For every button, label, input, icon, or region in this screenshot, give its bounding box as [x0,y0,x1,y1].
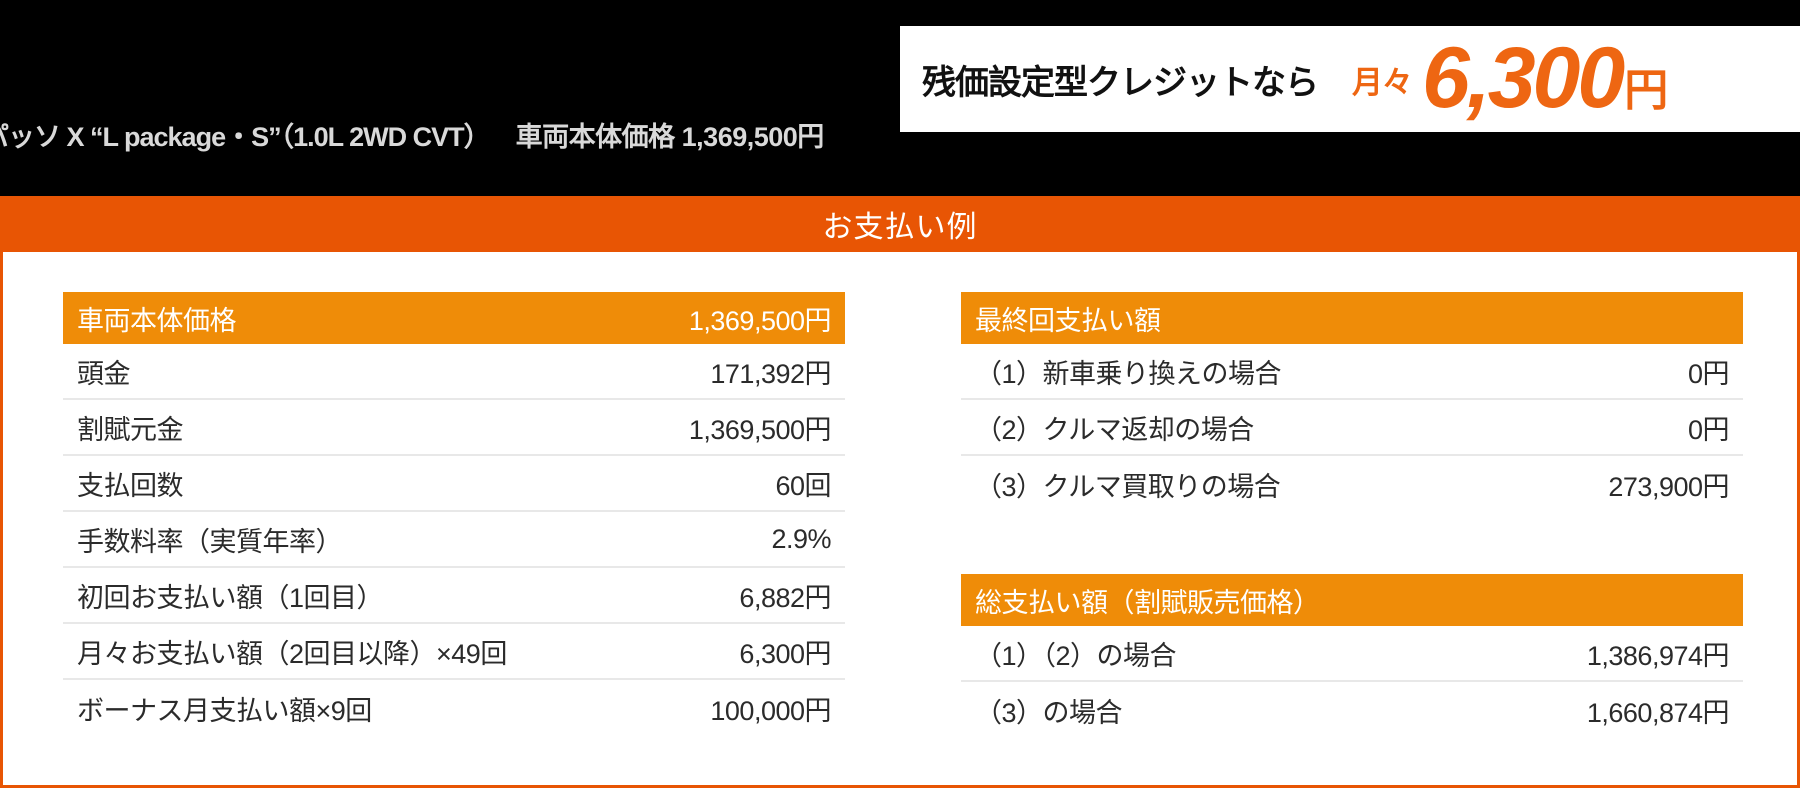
table-row: 頭金 171,392円 [63,344,845,400]
vehicle-price-table: 車両本体価格 1,369,500円 頭金 171,392円 割賦元金 1,369… [63,292,845,736]
table-header-value: 1,369,500円 [688,305,832,336]
row-value: 1,660,874円 [1586,697,1730,728]
badge-amount: 6,300 [1422,30,1625,127]
total-payment-table: 総支払い額（割賦販売価格） （1）（2）の場合 1,386,974円 （3）の場… [961,574,1743,738]
table-row: ボーナス月支払い額×9回 100,000円 [63,680,845,736]
row-value: 6,300円 [739,638,831,669]
final-payment-table: 最終回支払い額 （1）新車乗り換えの場合 0円 （2）クルマ返却の場合 0円 （… [961,292,1743,512]
table-row: （3）の場合 1,660,874円 [961,682,1743,738]
row-value: 171,392円 [710,358,831,389]
tables-columns: 車両本体価格 1,369,500円 頭金 171,392円 割賦元金 1,369… [3,252,1797,738]
vehicle-price-label: 車両本体価格 [515,122,676,152]
row-value: 100,000円 [710,695,831,726]
section-title: お支払い例 [822,211,978,244]
top-black-band: パッソ X “L package・S”（1.0L 2WD CVT） 車両本体価格 … [0,0,1800,196]
row-value: 1,386,974円 [1586,640,1730,671]
row-value: 1,369,500円 [688,414,832,445]
table-row: 手数料率（実質年率） 2.9% [63,512,845,568]
monthly-payment-badge: 残価設定型クレジットなら 月々 6,300 円 [900,26,1800,132]
badge-monthly-label: 月々 [1352,64,1413,100]
row-label: 初回お支払い額（1回目） [77,582,384,613]
table-row: 割賦元金 1,369,500円 [63,400,845,456]
row-value: 273,900円 [1608,471,1729,502]
vehicle-spec-line: パッソ X “L package・S”（1.0L 2WD CVT） 車両本体価格 … [0,115,824,154]
table-header-row: 車両本体価格 1,369,500円 [63,292,845,344]
badge-lead-text: 残価設定型クレジットなら [922,63,1319,102]
table-row: （1）（2）の場合 1,386,974円 [961,626,1743,682]
row-label: 支払回数 [77,470,184,501]
row-label: 月々お支払い額（2回目以降）×49回 [77,638,507,669]
vehicle-spec-name: パッソ X “L package・S”（1.0L 2WD CVT） [0,122,491,152]
table-header-label: 車両本体価格 [77,305,237,336]
row-label: （2）クルマ返却の場合 [975,414,1254,445]
row-value: 0円 [1687,414,1730,445]
right-column: 最終回支払い額 （1）新車乗り換えの場合 0円 （2）クルマ返却の場合 0円 （… [961,292,1743,738]
row-value: 6,882円 [739,582,831,613]
row-label: ボーナス月支払い額×9回 [77,695,372,726]
table-header-row: 総支払い額（割賦販売価格） [961,574,1743,626]
row-label: 頭金 [77,358,131,389]
section-title-bar: お支払い例 [0,196,1800,252]
table-header-label: 総支払い額（割賦販売価格） [975,587,1320,618]
table-row: （2）クルマ返却の場合 0円 [961,400,1743,456]
left-column: 車両本体価格 1,369,500円 頭金 171,392円 割賦元金 1,369… [63,292,845,738]
row-value: 60回 [775,470,831,501]
row-value: 2.9% [771,523,831,554]
row-value: 0円 [1687,358,1730,389]
row-label: （1）新車乗り換えの場合 [975,358,1282,389]
table-row: 月々お支払い額（2回目以降）×49回 6,300円 [63,624,845,680]
badge-currency: 円 [1624,66,1668,115]
table-header-label: 最終回支払い額 [975,305,1161,336]
vehicle-price-value: 1,369,500円 [681,122,825,152]
table-row: （3）クルマ買取りの場合 273,900円 [961,456,1743,512]
table-row: （1）新車乗り換えの場合 0円 [961,344,1743,400]
row-label: （3）の場合 [975,697,1123,728]
row-label: （3）クルマ買取りの場合 [975,471,1281,502]
table-row: 初回お支払い額（1回目） 6,882円 [63,568,845,624]
row-label: 手数料率（実質年率） [77,526,343,557]
row-label: 割賦元金 [77,414,184,445]
content-panel: 車両本体価格 1,369,500円 頭金 171,392円 割賦元金 1,369… [0,252,1800,788]
row-label: （1）（2）の場合 [975,640,1177,671]
table-row: 支払回数 60回 [63,456,845,512]
table-header-row: 最終回支払い額 [961,292,1743,344]
